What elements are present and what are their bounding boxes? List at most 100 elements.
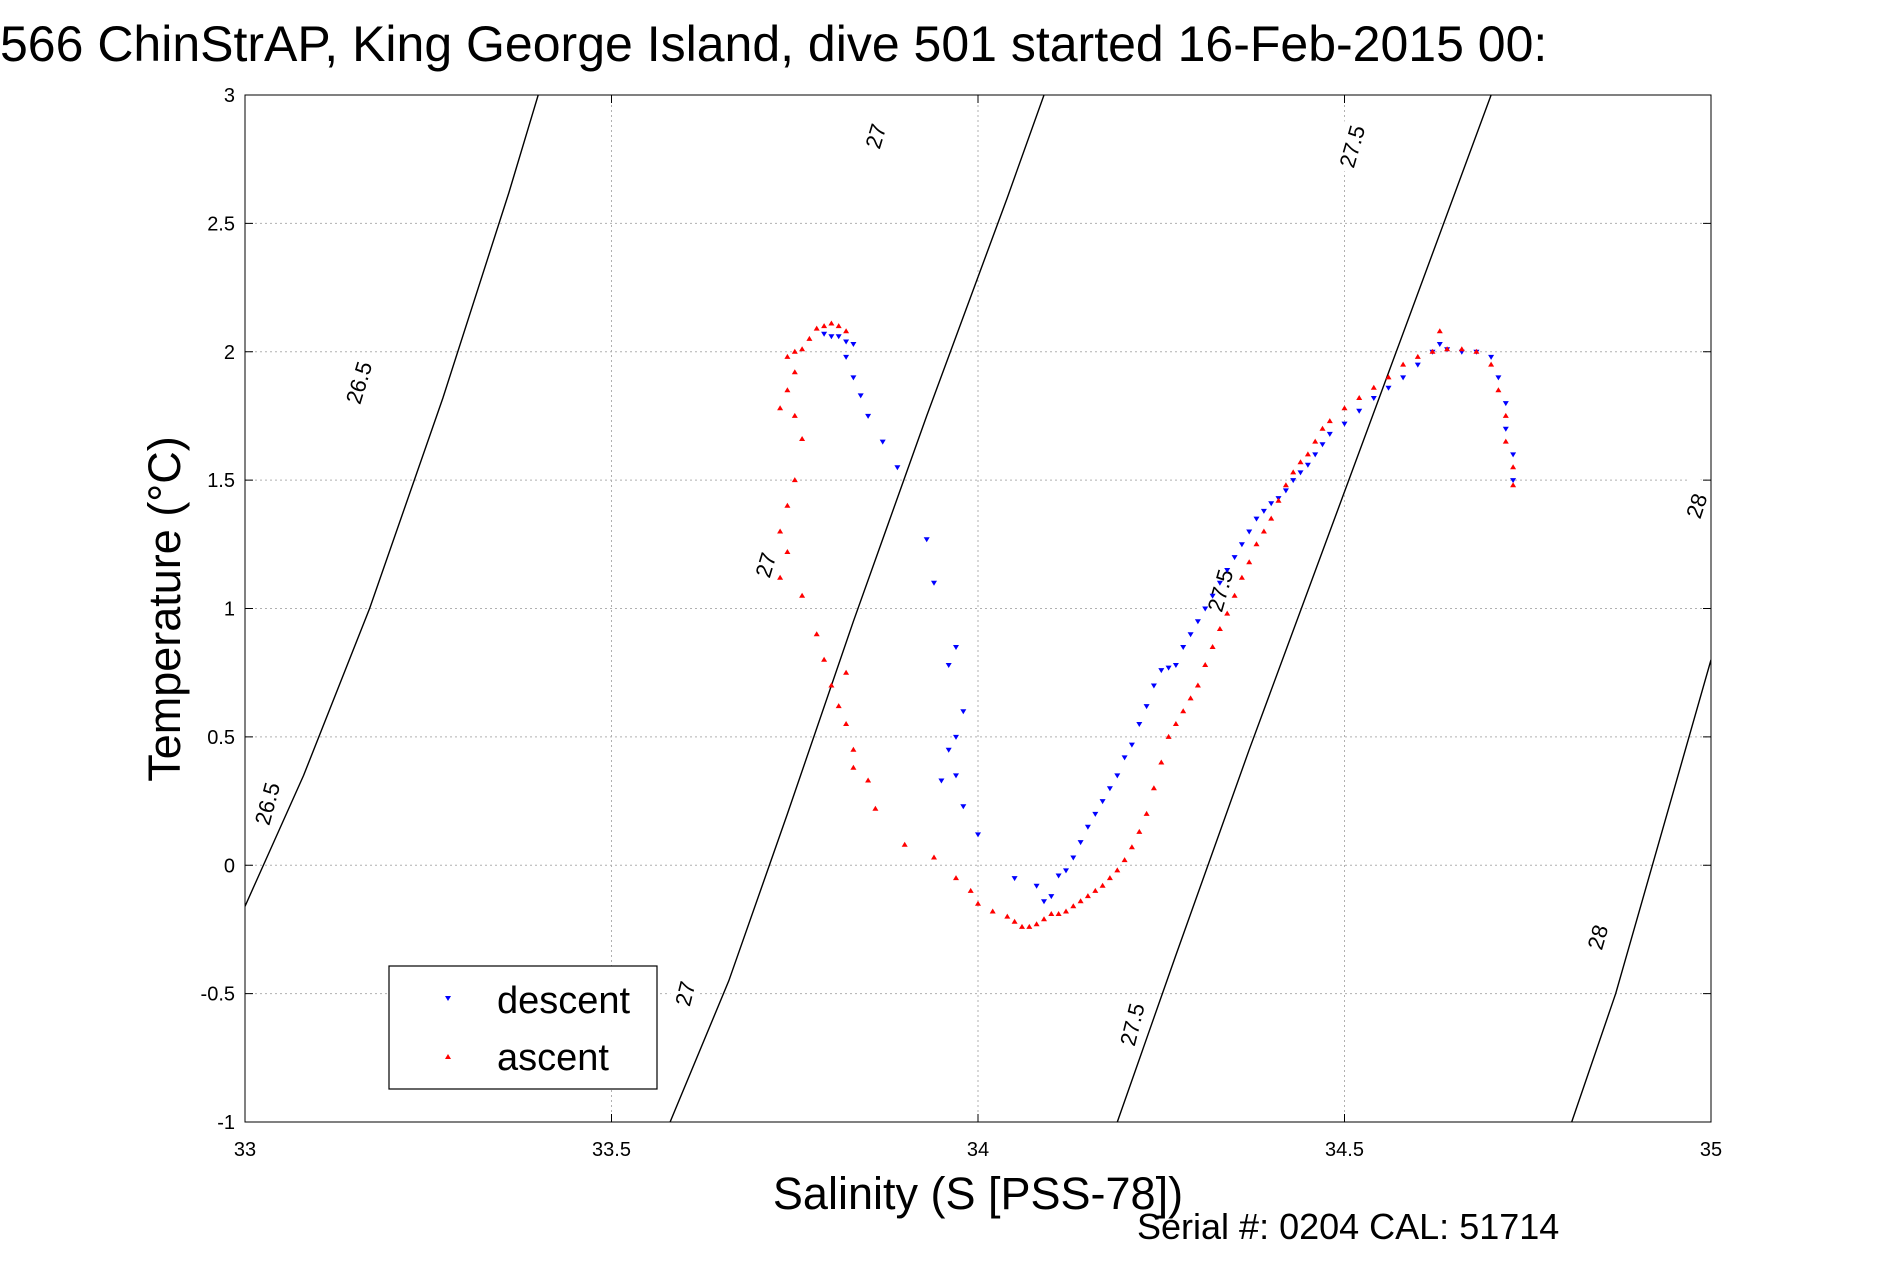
- density-contour-labels: 26.5 26.5 27 27 27 27.5 27.5 27.5 28 28: [246, 107, 1716, 1053]
- ascent-point: [1004, 913, 1011, 919]
- descent-point: [1502, 401, 1509, 407]
- y-tick-labels: -1 -0.5 0 0.5 1 1.5 2 2.5 3: [201, 85, 235, 1134]
- ascent-point: [843, 721, 850, 726]
- y-tick-label: -0.5: [201, 984, 235, 1006]
- ascent-point: [1304, 451, 1311, 457]
- y-axis-label: Temperature (°C): [139, 436, 190, 782]
- contour-label-bg: [1331, 117, 1371, 175]
- axis-ticks: [244, 94, 1712, 1123]
- contour-label-bg: [854, 107, 895, 165]
- ascent-point: [1070, 903, 1077, 909]
- descent-point: [1150, 683, 1157, 689]
- ascent-point: [835, 703, 842, 709]
- descent-point: [1084, 824, 1091, 830]
- descent-point: [1077, 840, 1084, 846]
- ascent-point: [784, 549, 791, 554]
- ascent-point: [1268, 515, 1275, 521]
- descent-point: [1436, 342, 1443, 347]
- ascent-point: [1246, 559, 1253, 565]
- descent-point: [1114, 773, 1121, 779]
- legend-label-ascent: ascent: [497, 1037, 609, 1079]
- descent-point: [1268, 501, 1275, 507]
- descent-point: [821, 331, 828, 337]
- density-contours: [245, 95, 1711, 1122]
- series-ascent: [777, 320, 1517, 929]
- y-tick-label: 2.5: [207, 213, 235, 235]
- descent-point: [1143, 704, 1150, 710]
- ascent-point: [1158, 759, 1165, 765]
- ascent-point: [850, 746, 857, 752]
- descent-point: [1297, 470, 1304, 476]
- descent-point: [835, 334, 842, 340]
- x-tick-label: 33: [234, 1139, 256, 1161]
- ascent-point: [1209, 644, 1216, 649]
- descent-point: [1385, 385, 1392, 391]
- contour-label: 27.5: [1334, 123, 1370, 171]
- y-tick-label: 1.5: [207, 470, 235, 492]
- descent-point: [1099, 799, 1106, 805]
- descent-point: [1041, 899, 1047, 905]
- ascent-point: [1180, 708, 1187, 714]
- ascent-point: [1121, 857, 1128, 863]
- ascent-point: [901, 841, 908, 847]
- contour-label: 26.5: [341, 359, 377, 407]
- descent-point: [1312, 452, 1319, 458]
- descent-point: [1495, 375, 1502, 381]
- x-tick-label: 34.5: [1325, 1139, 1364, 1161]
- ascent-point: [1326, 418, 1333, 424]
- descent-point: [945, 747, 952, 753]
- descent-point: [1055, 873, 1062, 879]
- contour-label-group: 27: [854, 107, 895, 165]
- descent-point: [879, 439, 886, 445]
- descent-point: [953, 645, 959, 650]
- descent-point: [1510, 478, 1517, 484]
- serial-cal-footer: Serial #: 0204 CAL: 51714: [1137, 1206, 1559, 1247]
- contour-label-group: 26.5: [337, 353, 378, 411]
- descent-point: [938, 778, 945, 784]
- descent-point: [1224, 568, 1231, 573]
- ascent-point: [1502, 412, 1509, 418]
- descent-point: [1319, 442, 1326, 448]
- contour-label-bg: [1674, 476, 1716, 535]
- x-tick-label: 34: [967, 1139, 989, 1161]
- descent-point: [931, 580, 937, 586]
- ascent-point: [828, 682, 835, 688]
- density-contour-27.5: [1116, 95, 1492, 1122]
- ascent-point: [1099, 882, 1106, 888]
- ascent-point: [967, 887, 974, 893]
- descent-point: [1216, 580, 1223, 586]
- ascent-point: [1458, 346, 1465, 352]
- descent-point: [960, 804, 967, 810]
- ascent-point: [931, 854, 937, 860]
- contour-label: 27.5: [1202, 567, 1238, 615]
- ascent-point: [1041, 916, 1047, 922]
- ascent-point: [813, 631, 820, 637]
- descent-point: [945, 663, 952, 668]
- ascent-point: [1084, 893, 1091, 899]
- y-tick-label: 0.5: [207, 727, 235, 749]
- ascent-point: [1429, 348, 1436, 354]
- descent-point: [1326, 431, 1333, 437]
- contour-label-group: 27: [664, 964, 703, 1022]
- ascent-point: [777, 405, 784, 411]
- descent-point: [1400, 375, 1407, 381]
- legend: descent ascent: [388, 965, 658, 1090]
- descent-point: [1033, 883, 1040, 889]
- ascent-point: [784, 502, 791, 508]
- series-descent: [821, 331, 1517, 905]
- descent-point: [1414, 362, 1421, 368]
- grid-lines: [245, 95, 1711, 1122]
- contour-label-group: 28: [1674, 476, 1716, 535]
- descent-point: [1253, 516, 1260, 522]
- ascent-point: [850, 764, 857, 770]
- contour-label-group: 27: [744, 535, 785, 594]
- descent-point: [1092, 811, 1099, 817]
- ascent-point: [799, 346, 806, 352]
- ascent-point: [953, 875, 959, 881]
- contour-label-bg: [1112, 995, 1150, 1053]
- ascent-point: [799, 436, 806, 441]
- ascent-point: [1187, 695, 1194, 701]
- ascent-point: [1370, 384, 1377, 390]
- chart-title: 566 ChinStrAP, King George Island, dive …: [0, 16, 1547, 72]
- descent-point: [1488, 354, 1495, 360]
